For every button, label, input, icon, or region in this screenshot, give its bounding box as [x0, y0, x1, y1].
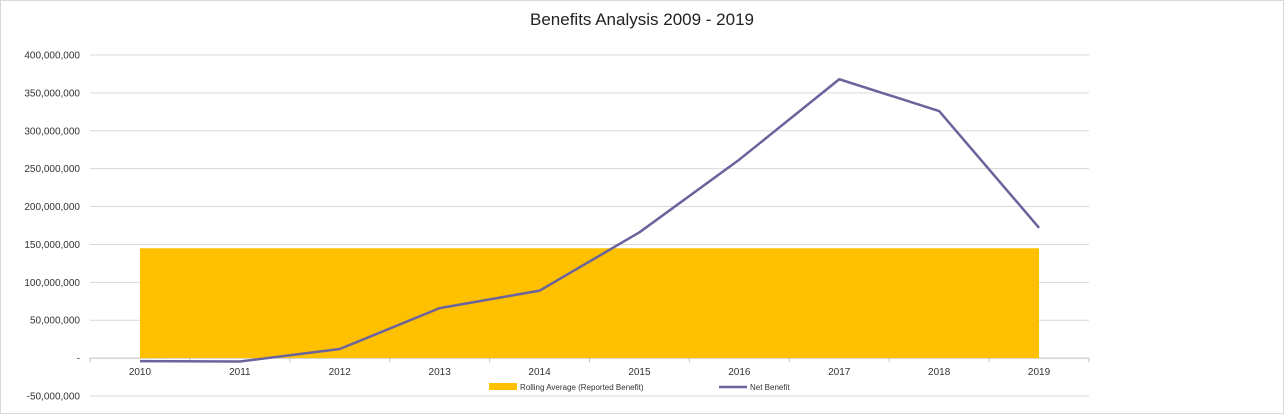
x-tick-label: 2012: [329, 367, 352, 378]
x-tick-label: 2017: [828, 367, 851, 378]
legend-label: Rolling Average (Reported Benefit): [520, 383, 644, 392]
y-tick-label: 250,000,000: [24, 164, 80, 175]
y-tick-label: -50,000,000: [27, 392, 81, 403]
y-tick-label: 200,000,000: [24, 202, 80, 213]
area-series-rolling-average: [139, 248, 1040, 359]
y-tick-label: 400,000,000: [24, 51, 80, 62]
y-tick-label: -: [77, 354, 80, 365]
legend-label: Net Benefit: [750, 383, 790, 392]
line-series-net-benefit: [139, 77, 1040, 363]
x-tick-label: 2019: [1028, 367, 1051, 378]
y-tick-label: 50,000,000: [30, 316, 80, 327]
chart-title: Benefits Analysis 2009 - 2019: [530, 10, 754, 29]
y-tick-label: 300,000,000: [24, 126, 80, 137]
x-tick-label: 2018: [928, 367, 951, 378]
y-tick-label: 350,000,000: [24, 88, 80, 99]
legend-swatch-rolling-average: [489, 383, 517, 390]
x-tick-label: 2010: [129, 367, 152, 378]
x-tick-label: 2016: [728, 367, 751, 378]
x-tick-label: 2015: [628, 367, 651, 378]
x-tick-label: 2014: [528, 367, 551, 378]
x-tick-label: 2013: [429, 367, 452, 378]
y-tick-label: 100,000,000: [24, 278, 80, 289]
y-tick-label: 150,000,000: [24, 240, 80, 251]
x-tick-label: 2011: [229, 367, 251, 378]
